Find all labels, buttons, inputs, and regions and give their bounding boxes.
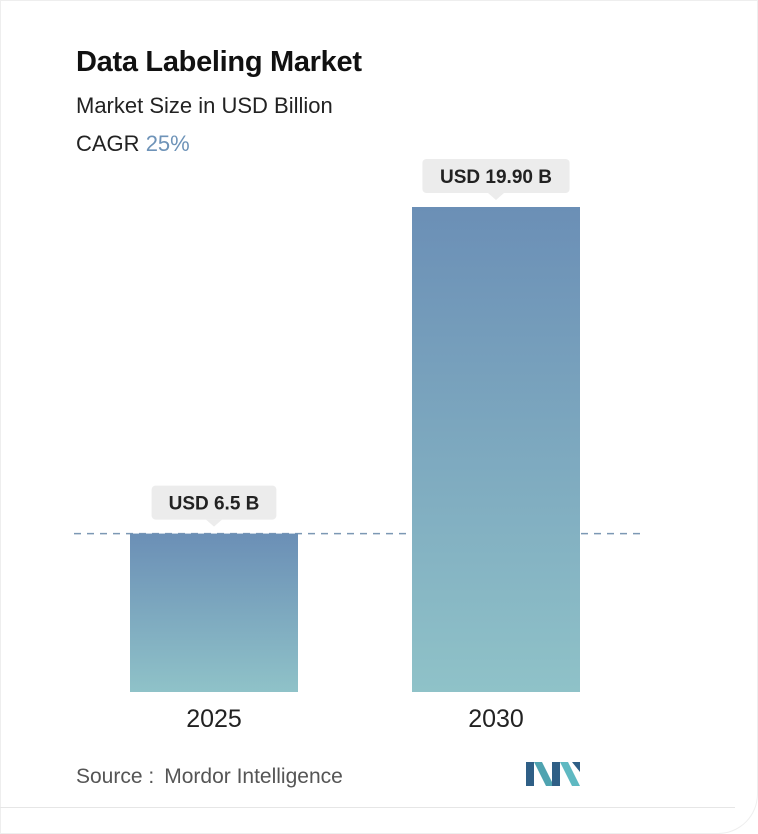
cagr-label: CAGR — [76, 131, 140, 156]
chart-title: Data Labeling Market — [76, 46, 362, 78]
mordor-intelligence-logo-icon — [526, 762, 580, 786]
data-label-2030: USD 19.90 B — [440, 167, 552, 188]
bar-2025 — [130, 533, 298, 692]
bottom-divider — [0, 807, 735, 808]
source-label: Source : — [76, 765, 155, 788]
bar-2030 — [412, 207, 580, 692]
source-name: Mordor Intelligence — [164, 765, 343, 788]
x-tick-label-2025: 2025 — [186, 705, 242, 733]
chart-subtitle: Market Size in USD Billion — [76, 93, 333, 118]
x-tick-label-2030: 2030 — [468, 705, 524, 733]
data-label-box-2025: USD 6.5 B — [151, 485, 277, 527]
data-label-box-2030: USD 19.90 B — [422, 159, 570, 200]
cagr-line: CAGR 25% — [76, 131, 190, 157]
data-label-2025: USD 6.5 B — [169, 494, 260, 515]
source-line: Source : Mordor Intelligence — [76, 765, 343, 789]
cagr-value: 25% — [145, 131, 190, 156]
